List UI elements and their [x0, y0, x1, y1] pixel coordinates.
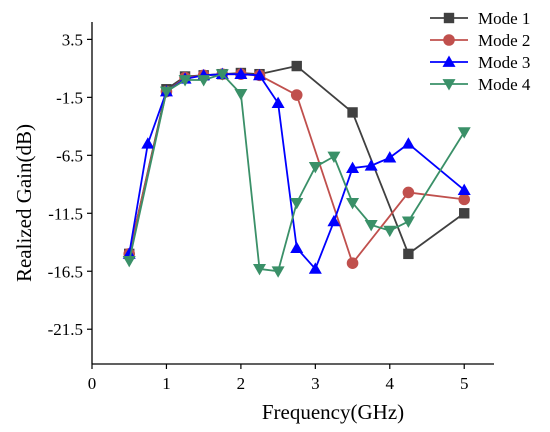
- series-4-point: [159, 86, 173, 99]
- series-1-point: [403, 248, 414, 260]
- series-3-point: [383, 151, 397, 163]
- series-1-point: [459, 208, 470, 219]
- series-3-point: [308, 262, 322, 274]
- series-2-point: [346, 257, 359, 269]
- series-4-point: [401, 216, 415, 228]
- axes: [91, 22, 494, 365]
- y-tick-label: -11.5: [48, 204, 83, 223]
- y-tick-label: -21.5: [48, 320, 83, 339]
- series-3-line: [128, 73, 465, 270]
- series-4-point: [253, 264, 266, 276]
- series-4-line: [128, 73, 465, 273]
- x-tick-label: 1: [162, 374, 171, 393]
- series-3-point: [364, 159, 378, 171]
- x-axis-title: Frequency(GHz): [262, 400, 404, 424]
- series-3-point: [271, 96, 285, 109]
- legend-item-2-label: Mode 2: [478, 31, 530, 50]
- series-3-point: [457, 183, 471, 195]
- legend-item-4: Mode 4: [430, 75, 531, 94]
- legend-item-3-marker: [442, 55, 456, 67]
- x-tick-label: 3: [311, 374, 320, 393]
- series-3-point: [122, 247, 136, 259]
- series-4-point: [383, 225, 397, 238]
- series-3-point: [401, 137, 415, 149]
- series-2-point: [290, 89, 303, 101]
- series-3-point: [234, 67, 248, 80]
- legend-item-1-label: Mode 1: [478, 9, 530, 28]
- y-tick-label: -6.5: [56, 146, 83, 165]
- y-axis-title: Realized Gain(dB): [12, 124, 36, 282]
- legend-item-2: Mode 2: [430, 31, 530, 50]
- series-2-point: [458, 193, 471, 206]
- series-2-point: [402, 186, 415, 199]
- series-2: [123, 68, 471, 269]
- x-tick-label: 2: [237, 374, 246, 393]
- series-4: [122, 69, 471, 278]
- legend-item-1-marker: [443, 12, 455, 24]
- x-tick-label: 4: [386, 374, 395, 393]
- legend-item-4-label: Mode 4: [478, 75, 531, 94]
- series-4-point: [197, 75, 211, 87]
- series-4-point: [346, 197, 360, 210]
- y-tick-label: 3.5: [62, 30, 83, 49]
- series-4-point: [364, 220, 378, 232]
- series-3-point: [253, 68, 266, 81]
- series-4-point: [457, 127, 471, 139]
- series-4-point: [271, 266, 285, 278]
- series-3-point: [346, 161, 360, 173]
- x-tick-label: 5: [460, 374, 469, 393]
- y-tick-label: -1.5: [56, 88, 83, 107]
- series-3-point: [141, 137, 155, 149]
- legend-item-2-marker: [443, 34, 455, 46]
- series-1-point: [291, 60, 302, 72]
- series-4-point: [122, 255, 136, 268]
- series-2-line: [128, 73, 465, 265]
- ticks: 0 1 2 3 4 5 3.5 -1.5 -6.5 -11.5 -16.5 -21.5: [48, 30, 469, 393]
- series-4-point: [178, 75, 192, 87]
- series-4-point: [215, 69, 229, 81]
- series-1-point: [347, 107, 358, 118]
- legend: Mode 1 Mode 2 Mode 3 Mode 4: [430, 9, 531, 94]
- series-4-point: [327, 151, 341, 163]
- series-4-point: [234, 89, 248, 101]
- series-4-point: [308, 162, 322, 174]
- series-3-point: [290, 241, 304, 253]
- legend-item-4-marker: [442, 79, 456, 91]
- legend-item-1: Mode 1: [430, 9, 530, 28]
- legend-item-3-label: Mode 3: [478, 53, 530, 72]
- series-3-point: [327, 214, 341, 227]
- x-tick-label: 0: [88, 374, 97, 393]
- plot-area: [122, 60, 471, 278]
- y-tick-label: -16.5: [48, 262, 83, 281]
- series-4-point: [290, 197, 304, 210]
- legend-item-3: Mode 3: [430, 53, 530, 72]
